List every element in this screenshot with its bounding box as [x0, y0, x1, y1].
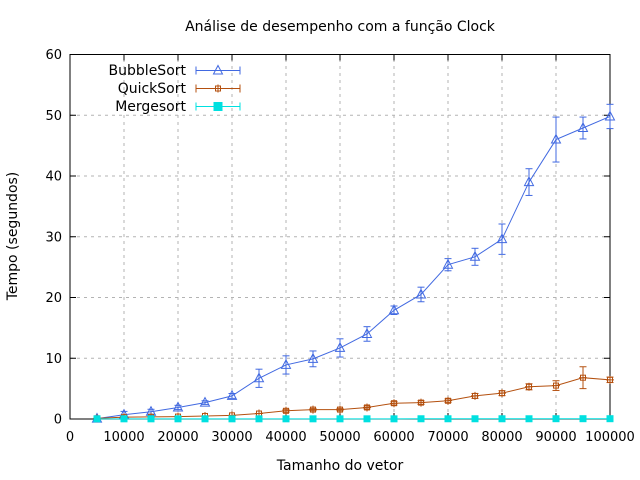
- grid: [70, 54, 610, 419]
- data-point-marker: [226, 389, 238, 400]
- series-line: [96, 377, 611, 419]
- data-point-marker: [469, 250, 481, 261]
- data-point-marker: [496, 233, 508, 244]
- data-point-marker: [388, 304, 400, 315]
- tick-labels: 0 10000 20000 30000 40000 50000 60000 70000 8000…: [45, 48, 634, 445]
- data-point-marker: [552, 381, 560, 390]
- data-point-marker: [120, 415, 128, 423]
- data-point-marker: [471, 391, 479, 400]
- y-axis-title: Tempo (segundos): [5, 172, 21, 302]
- data-point-marker: [606, 415, 614, 423]
- x-tick-label: 50000: [319, 430, 360, 445]
- y-tick-label: 40: [45, 170, 62, 185]
- y-tick-label: 60: [45, 48, 62, 63]
- data-point-marker: [309, 405, 317, 414]
- x-tick-label: 100000: [585, 430, 635, 445]
- legend-label: BubbleSort: [109, 63, 187, 79]
- x-tick-label: 90000: [535, 430, 576, 445]
- error-bars: [120, 103, 614, 419]
- legend-item-bubblesort: BubbleSort: [109, 63, 241, 79]
- data-point-marker: [471, 415, 479, 423]
- x-axis-title: Tamanho do vetor: [276, 458, 404, 474]
- x-tick-label: 30000: [211, 430, 252, 445]
- data-point-marker: [214, 84, 222, 93]
- x-tick-label: 60000: [373, 430, 414, 445]
- data-point-marker: [604, 110, 616, 121]
- x-tick-label: 40000: [265, 430, 306, 445]
- data-point-marker: [525, 415, 533, 423]
- x-tick-label: 70000: [427, 430, 468, 445]
- data-point-marker: [550, 133, 562, 144]
- legend-item-quicksort: QuickSort: [118, 81, 241, 97]
- data-point-marker: [147, 415, 155, 423]
- legend-item-mergesort: Mergesort: [115, 99, 241, 115]
- legend-sample: [195, 66, 241, 75]
- data-point-marker: [172, 401, 184, 412]
- y-tick-label: 50: [45, 109, 62, 124]
- data-point-marker: [336, 405, 344, 414]
- y-tick-label: 20: [45, 291, 62, 306]
- x-tick-label: 80000: [481, 430, 522, 445]
- data-point-marker: [228, 415, 236, 423]
- data-point-marker: [444, 415, 452, 423]
- x-tick-label: 0: [66, 430, 74, 445]
- data-point-marker: [213, 102, 223, 111]
- data-point-marker: [363, 403, 371, 412]
- data-point-marker: [577, 121, 589, 133]
- data-point-marker: [174, 415, 182, 423]
- legend-label: Mergesort: [115, 99, 186, 115]
- data-point-marker: [525, 382, 533, 391]
- data-point-marker: [579, 415, 587, 423]
- series-line: [96, 116, 611, 420]
- data-point-marker: [498, 389, 506, 398]
- data-point-marker: [280, 358, 292, 369]
- data-point-marker: [390, 399, 398, 408]
- x-tick-label: 10000: [103, 430, 144, 445]
- series-mergesort: [93, 415, 614, 423]
- series-bubblesort: [91, 103, 616, 423]
- x-tick-label: 20000: [157, 430, 198, 445]
- data-point-marker: [255, 415, 263, 423]
- data-point-marker: [334, 341, 346, 352]
- data-point-marker: [282, 406, 290, 415]
- chart-title: Análise de desempenho com a função Clock: [185, 19, 496, 35]
- data-point-marker: [199, 396, 211, 407]
- data-point-marker: [417, 398, 425, 407]
- y-tick-label: 0: [54, 413, 62, 428]
- data-point-marker: [579, 373, 587, 382]
- data-point-marker: [309, 415, 317, 423]
- y-tick-label: 30: [45, 230, 62, 245]
- data-point-marker: [361, 327, 373, 338]
- data-point-marker: [415, 288, 427, 299]
- y-tick-label: 10: [45, 352, 62, 367]
- data-point-marker: [363, 415, 371, 423]
- data-point-marker: [523, 176, 535, 187]
- data-point-marker: [253, 372, 265, 383]
- data-point-marker: [201, 415, 209, 423]
- data-point-marker: [442, 258, 454, 269]
- series-quicksort: [93, 366, 614, 423]
- data-point-marker: [336, 415, 344, 423]
- data-point-marker: [417, 415, 425, 423]
- data-point-marker: [282, 415, 290, 423]
- data-point-marker: [93, 415, 101, 423]
- data-point-marker: [606, 375, 614, 384]
- data-point-marker: [307, 352, 319, 363]
- data-point-marker: [444, 396, 452, 405]
- legend: BubbleSort QuickSort Mergesort: [109, 63, 241, 115]
- data-point-marker: [212, 64, 224, 75]
- legend-label: QuickSort: [118, 81, 187, 97]
- data-point-marker: [552, 415, 560, 423]
- data-point-marker: [498, 415, 506, 423]
- data-point-marker: [390, 415, 398, 423]
